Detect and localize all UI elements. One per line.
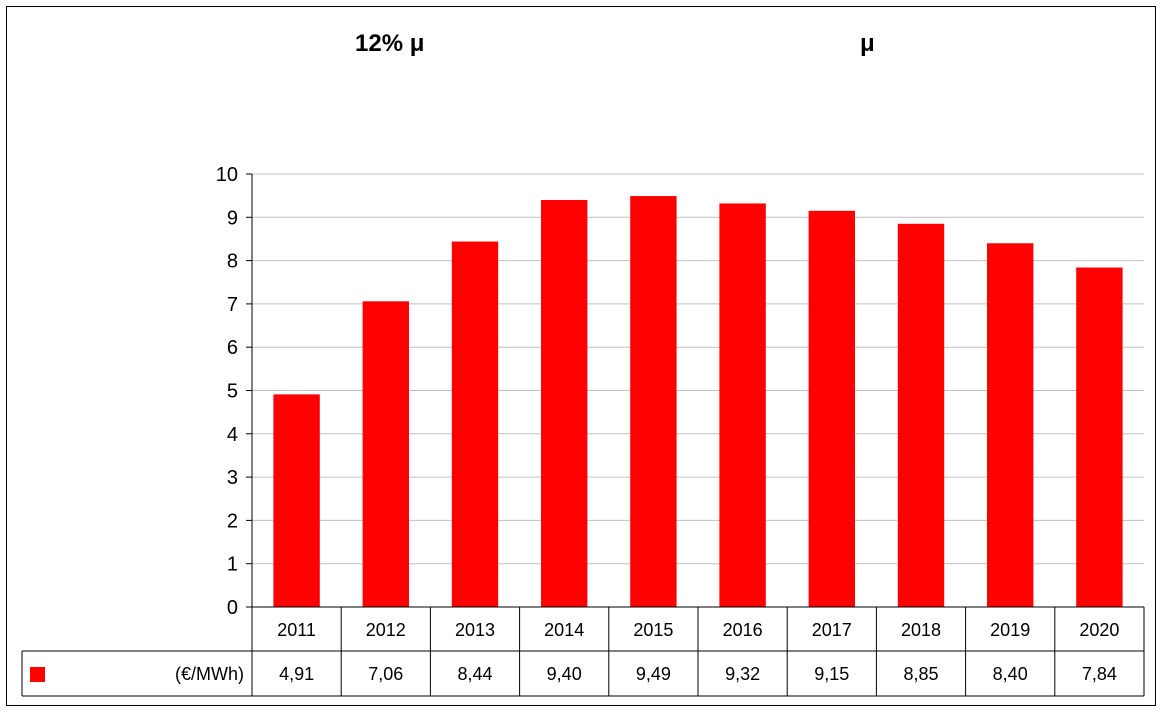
- x-tick-label: 2020: [1079, 620, 1119, 640]
- bar-2019: [987, 243, 1034, 607]
- x-tick-label: 2017: [812, 620, 852, 640]
- data-table-value: 4,91: [279, 664, 314, 684]
- x-tick-label: 2011: [277, 620, 316, 640]
- x-tick-label: 2012: [366, 620, 406, 640]
- bar-2011: [273, 394, 320, 607]
- bar-2014: [541, 199, 588, 608]
- y-tick-label: 9: [227, 207, 238, 229]
- y-tick-label: 4: [227, 424, 238, 446]
- y-tick-label: 1: [227, 554, 238, 576]
- data-table-value: 9,32: [725, 664, 760, 684]
- data-table-value: 8,85: [903, 664, 938, 684]
- data-table-value: 7,84: [1082, 664, 1117, 684]
- bar-2018: [897, 223, 945, 608]
- chart-title-right: μ: [860, 30, 875, 57]
- legend-key-swatch: [30, 667, 45, 682]
- data-table-value: 9,49: [636, 664, 671, 684]
- y-tick-label: 2: [227, 510, 238, 532]
- y-tick-label: 6: [227, 337, 238, 359]
- y-tick-label: 3: [227, 467, 238, 489]
- y-tick-label: 0: [227, 597, 238, 619]
- y-tick-label: 7: [227, 294, 238, 316]
- bar-2016: [719, 203, 766, 607]
- bar-2015: [630, 196, 677, 607]
- data-table-value: 9,40: [547, 664, 582, 684]
- data-table-value: 9,15: [814, 664, 849, 684]
- data-table-value: 8,40: [993, 664, 1028, 684]
- bar-2013: [451, 241, 499, 607]
- x-tick-label: 2015: [633, 620, 673, 640]
- y-tick-label: 8: [227, 251, 238, 273]
- bar-2012: [362, 301, 409, 607]
- bar-2020: [1076, 267, 1123, 607]
- x-tick-label: 2016: [723, 620, 763, 640]
- x-tick-label: 2018: [901, 620, 941, 640]
- legend-series-name: (€/MWh): [175, 664, 244, 684]
- bar-2017: [808, 210, 855, 607]
- x-tick-label: 2019: [990, 620, 1030, 640]
- y-tick-label: 5: [227, 381, 238, 403]
- chart-title-left: 12% μ: [355, 30, 425, 57]
- y-tick-label: 10: [216, 164, 238, 186]
- data-table-value: 8,44: [457, 664, 492, 684]
- x-tick-label: 2013: [455, 620, 495, 640]
- data-table-value: 7,06: [368, 664, 403, 684]
- x-tick-label: 2014: [544, 620, 584, 640]
